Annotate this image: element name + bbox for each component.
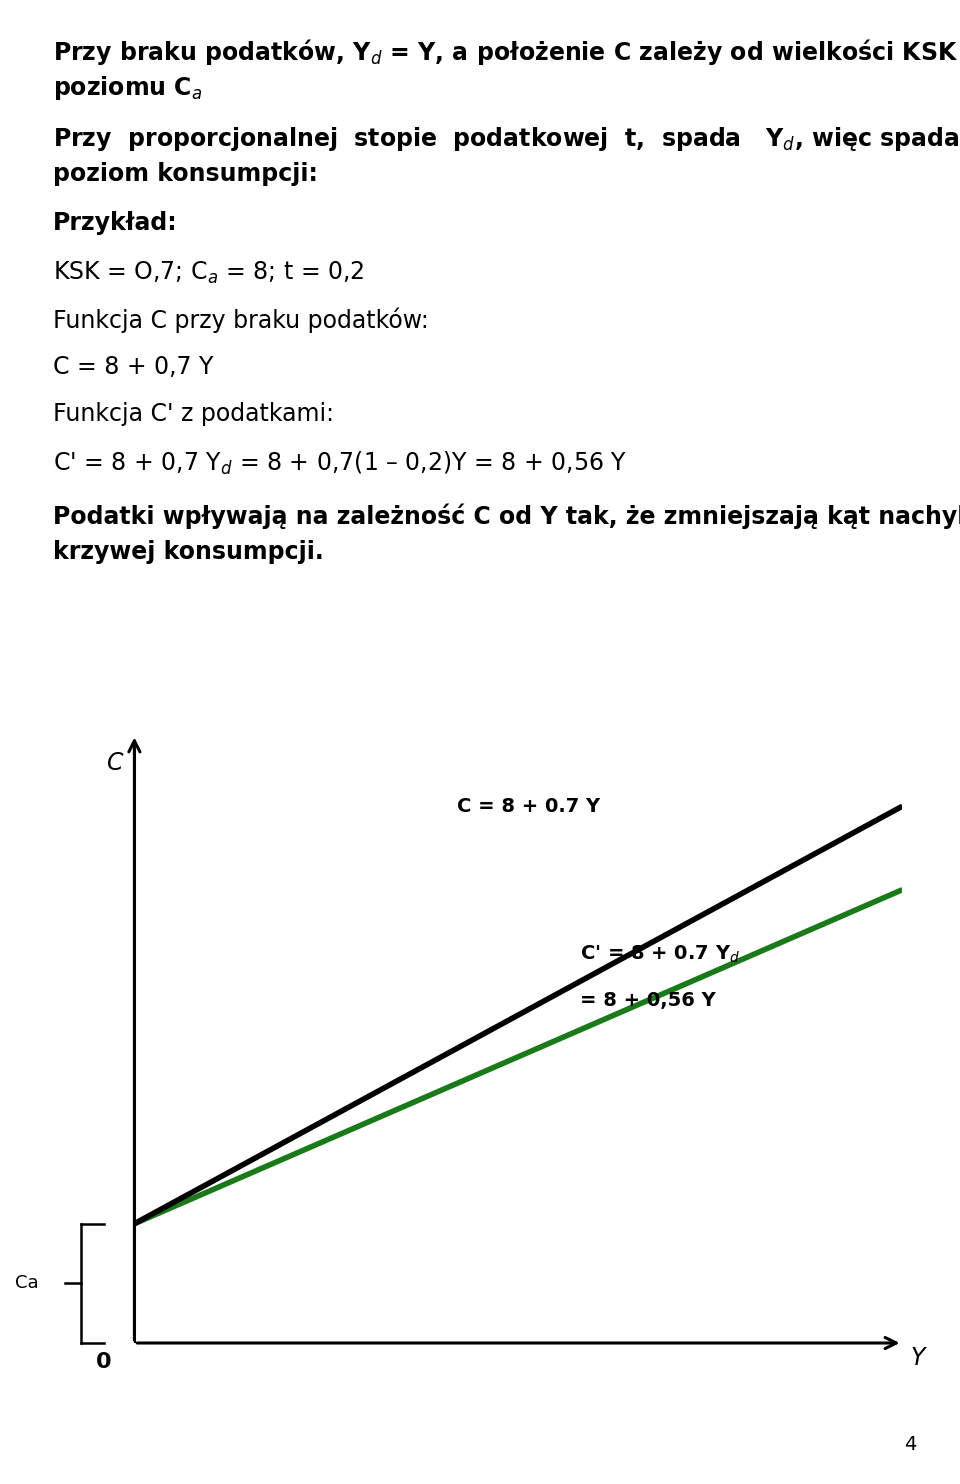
Text: Podatki wpływają na zależność C od Y tak, że zmniejszają kąt nachylenia: Podatki wpływają na zależność C od Y tak… [53, 503, 960, 528]
Text: 4: 4 [904, 1435, 916, 1454]
Text: Funkcja C' z podatkami:: Funkcja C' z podatkami: [53, 402, 334, 426]
Text: C = 8 + 0.7 Y: C = 8 + 0.7 Y [457, 797, 600, 816]
Text: poziom konsumpcji:: poziom konsumpcji: [53, 162, 318, 186]
Text: Ca: Ca [15, 1275, 38, 1293]
Text: C = 8 + 0,7 Y: C = 8 + 0,7 Y [53, 355, 213, 378]
Text: = 8 + 0,56 Y: = 8 + 0,56 Y [580, 991, 715, 1011]
Text: KSK = O,7; C$_a$ = 8; t = 0,2: KSK = O,7; C$_a$ = 8; t = 0,2 [53, 260, 365, 286]
Text: Przykład:: Przykład: [53, 211, 178, 234]
Text: Przy  proporcjonalnej  stopie  podatkowej  t,  spada   Y$_d$, więc spada także: Przy proporcjonalnej stopie podatkowej t… [53, 125, 960, 153]
Text: krzywej konsumpcji.: krzywej konsumpcji. [53, 540, 324, 564]
Text: C' = 8 + 0.7 Y$_d$: C' = 8 + 0.7 Y$_d$ [580, 944, 740, 965]
Text: Funkcja C przy braku podatków:: Funkcja C przy braku podatków: [53, 307, 428, 332]
Text: C' = 8 + 0,7 Y$_d$ = 8 + 0,7(1 – 0,2)Y = 8 + 0,56 Y: C' = 8 + 0,7 Y$_d$ = 8 + 0,7(1 – 0,2)Y =… [53, 450, 627, 476]
Text: poziomu C$_a$: poziomu C$_a$ [53, 74, 203, 102]
Text: C: C [107, 751, 124, 775]
Text: Y: Y [910, 1346, 924, 1370]
Text: Przy braku podatków, Y$_d$ = Y, a położenie C zależy od wielkości KSK oraz: Przy braku podatków, Y$_d$ = Y, a położe… [53, 37, 960, 67]
Text: 0: 0 [96, 1352, 111, 1373]
